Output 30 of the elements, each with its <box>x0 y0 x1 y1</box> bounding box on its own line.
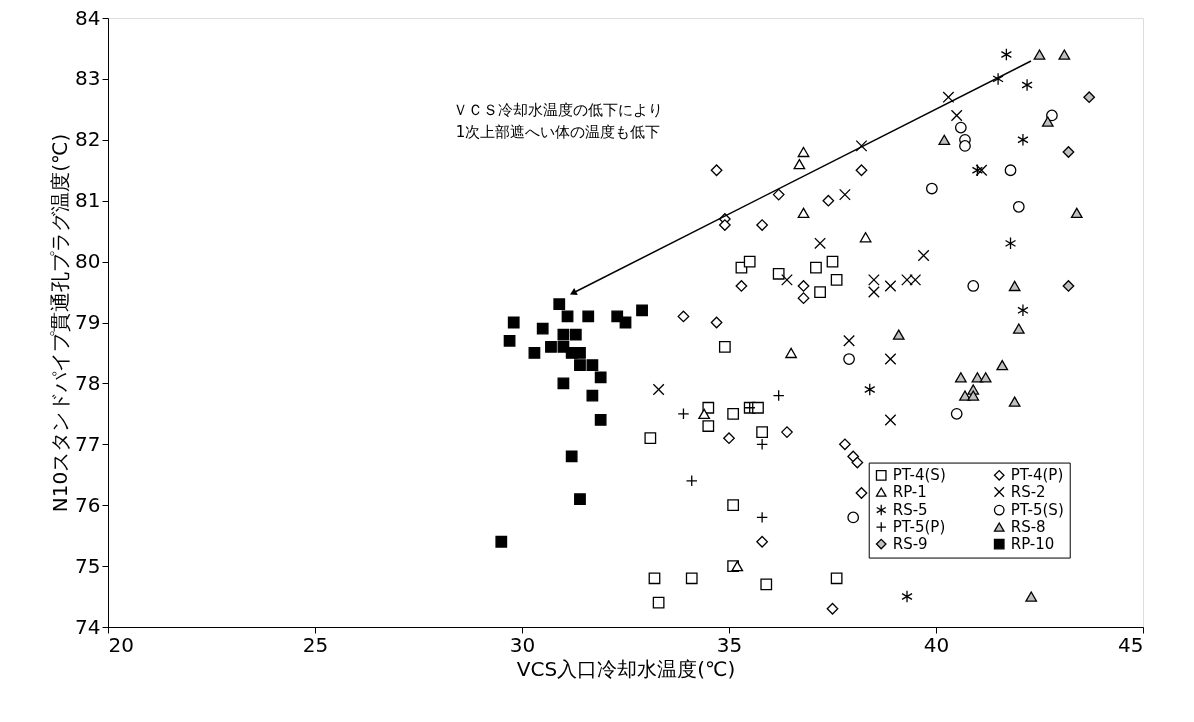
x-tick-label: 20 <box>108 632 134 657</box>
y-tick-label: 76 <box>75 492 101 517</box>
x-tick-label: 40 <box>923 632 950 657</box>
y-tick-label: 79 <box>75 310 101 334</box>
annotation: ＶＣＳ冷却水温度の低下により 1次上部遮へい体の温度も低下 <box>453 101 663 141</box>
y-tick-label: 78 <box>75 370 101 395</box>
legend-label: RS-8 <box>1010 518 1046 537</box>
legend-label: PT-5(S) <box>1010 501 1064 520</box>
x-tick-label: 45 <box>1118 632 1144 657</box>
y-tick-label: 74 <box>75 614 101 639</box>
legend-label: RS-9 <box>892 535 928 554</box>
y-tick-label: 82 <box>75 127 101 152</box>
x-tick-label: 25 <box>302 632 329 657</box>
legend-label: RS-5 <box>892 501 928 520</box>
x-tick-label: 30 <box>509 632 536 657</box>
legend-label: RP-1 <box>892 483 927 502</box>
legend-label: RP-10 <box>1010 535 1055 554</box>
legend-label: PT-4(P) <box>1010 466 1064 485</box>
x-axis-title: VCS入口冷却水温度(℃) <box>516 656 736 681</box>
legend-label: PT-4(S) <box>892 466 946 485</box>
y-tick-label: 80 <box>75 249 101 274</box>
x-tick-label: 35 <box>716 632 743 657</box>
y-tick-label: 77 <box>75 431 101 456</box>
legend-label: RS-2 <box>1010 483 1046 502</box>
y-tick-label: 83 <box>75 66 101 91</box>
y-tick-label: 75 <box>75 553 101 578</box>
y-axis-title: N10スタンドパイプ貫通孔プラグ温度(℃) <box>48 133 73 513</box>
y-tick-label: 81 <box>75 188 101 213</box>
y-tick-label: 84 <box>75 5 101 30</box>
legend-label: PT-5(P) <box>892 518 946 537</box>
